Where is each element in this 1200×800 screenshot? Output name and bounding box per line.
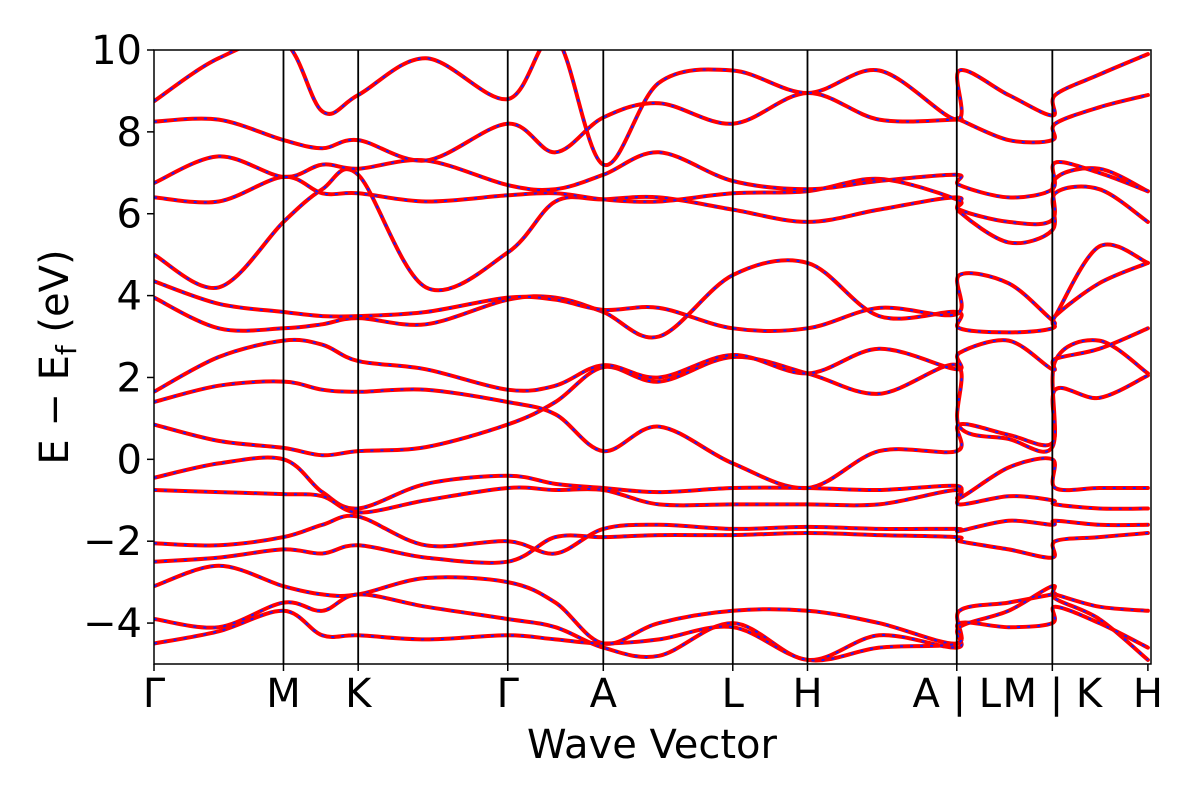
- band-line-8-overlay: [154, 151, 1149, 199]
- band-line-16: [154, 583, 1150, 662]
- y-tick-label: 8: [117, 110, 142, 156]
- band-line-4-overlay: [154, 259, 1149, 339]
- band-line-6: [154, 167, 1150, 293]
- x-tick-label: M: [266, 671, 301, 717]
- x-tick-label: A | L: [912, 671, 1001, 717]
- band-line-4: [154, 258, 1150, 340]
- x-tick-label: A: [590, 671, 618, 717]
- band-line-14: [154, 531, 1150, 565]
- y-tick-label: 0: [117, 437, 142, 483]
- band-line-5: [154, 242, 1150, 333]
- y-axis-title-units: (eV): [32, 249, 78, 345]
- band-line-5-overlay: [154, 243, 1149, 332]
- band-line-8: [154, 150, 1150, 200]
- band-line-10-overlay: [154, 50, 1149, 166]
- x-tick-label: Γ: [143, 671, 166, 717]
- y-tick-label: 4: [117, 274, 142, 320]
- y-tick-label: −4: [83, 601, 142, 647]
- band-line-2-overlay: [154, 374, 1149, 490]
- plot-frame: [153, 49, 1152, 665]
- y-tick-label: 2: [117, 355, 142, 401]
- band-line-17-overlay: [154, 605, 1149, 662]
- x-tick-label: K: [345, 671, 373, 717]
- y-axis-title: E − Ef (eV): [32, 249, 83, 464]
- y-tick-label: −2: [83, 519, 142, 565]
- y-axis: −4 −2 0 2 4 6 8 10: [83, 28, 154, 647]
- band-line-12-overlay: [154, 486, 1148, 514]
- band-line-11-overlay: [154, 456, 1148, 510]
- x-tick-label: Γ: [497, 671, 520, 717]
- band-line-7: [154, 166, 1150, 227]
- band-line-3-overlay: [154, 327, 1149, 393]
- y-tick-label: 10: [91, 28, 142, 74]
- high-symmetry-lines: [282, 50, 1054, 664]
- y-axis-title-subscript: f: [50, 344, 83, 355]
- band-line-1-overlay: [154, 339, 1149, 457]
- band-line-13-overlay: [154, 514, 1148, 555]
- x-tick-label: M | K: [1003, 671, 1104, 717]
- band-lines: [154, 50, 1150, 663]
- band-line-11: [154, 455, 1150, 511]
- band-line-6-overlay: [154, 168, 1149, 292]
- band-line-9: [154, 90, 1150, 163]
- x-tick-label: L: [722, 671, 745, 717]
- band-line-14-overlay: [154, 531, 1148, 564]
- x-tick-label: H: [792, 671, 822, 717]
- y-tick-label: 6: [117, 192, 142, 238]
- y-axis-title-main: E − E: [32, 355, 78, 465]
- x-axis-title: Wave Vector: [527, 722, 778, 768]
- x-tick-label: H: [1133, 671, 1163, 717]
- band-line-15-overlay: [154, 564, 1148, 645]
